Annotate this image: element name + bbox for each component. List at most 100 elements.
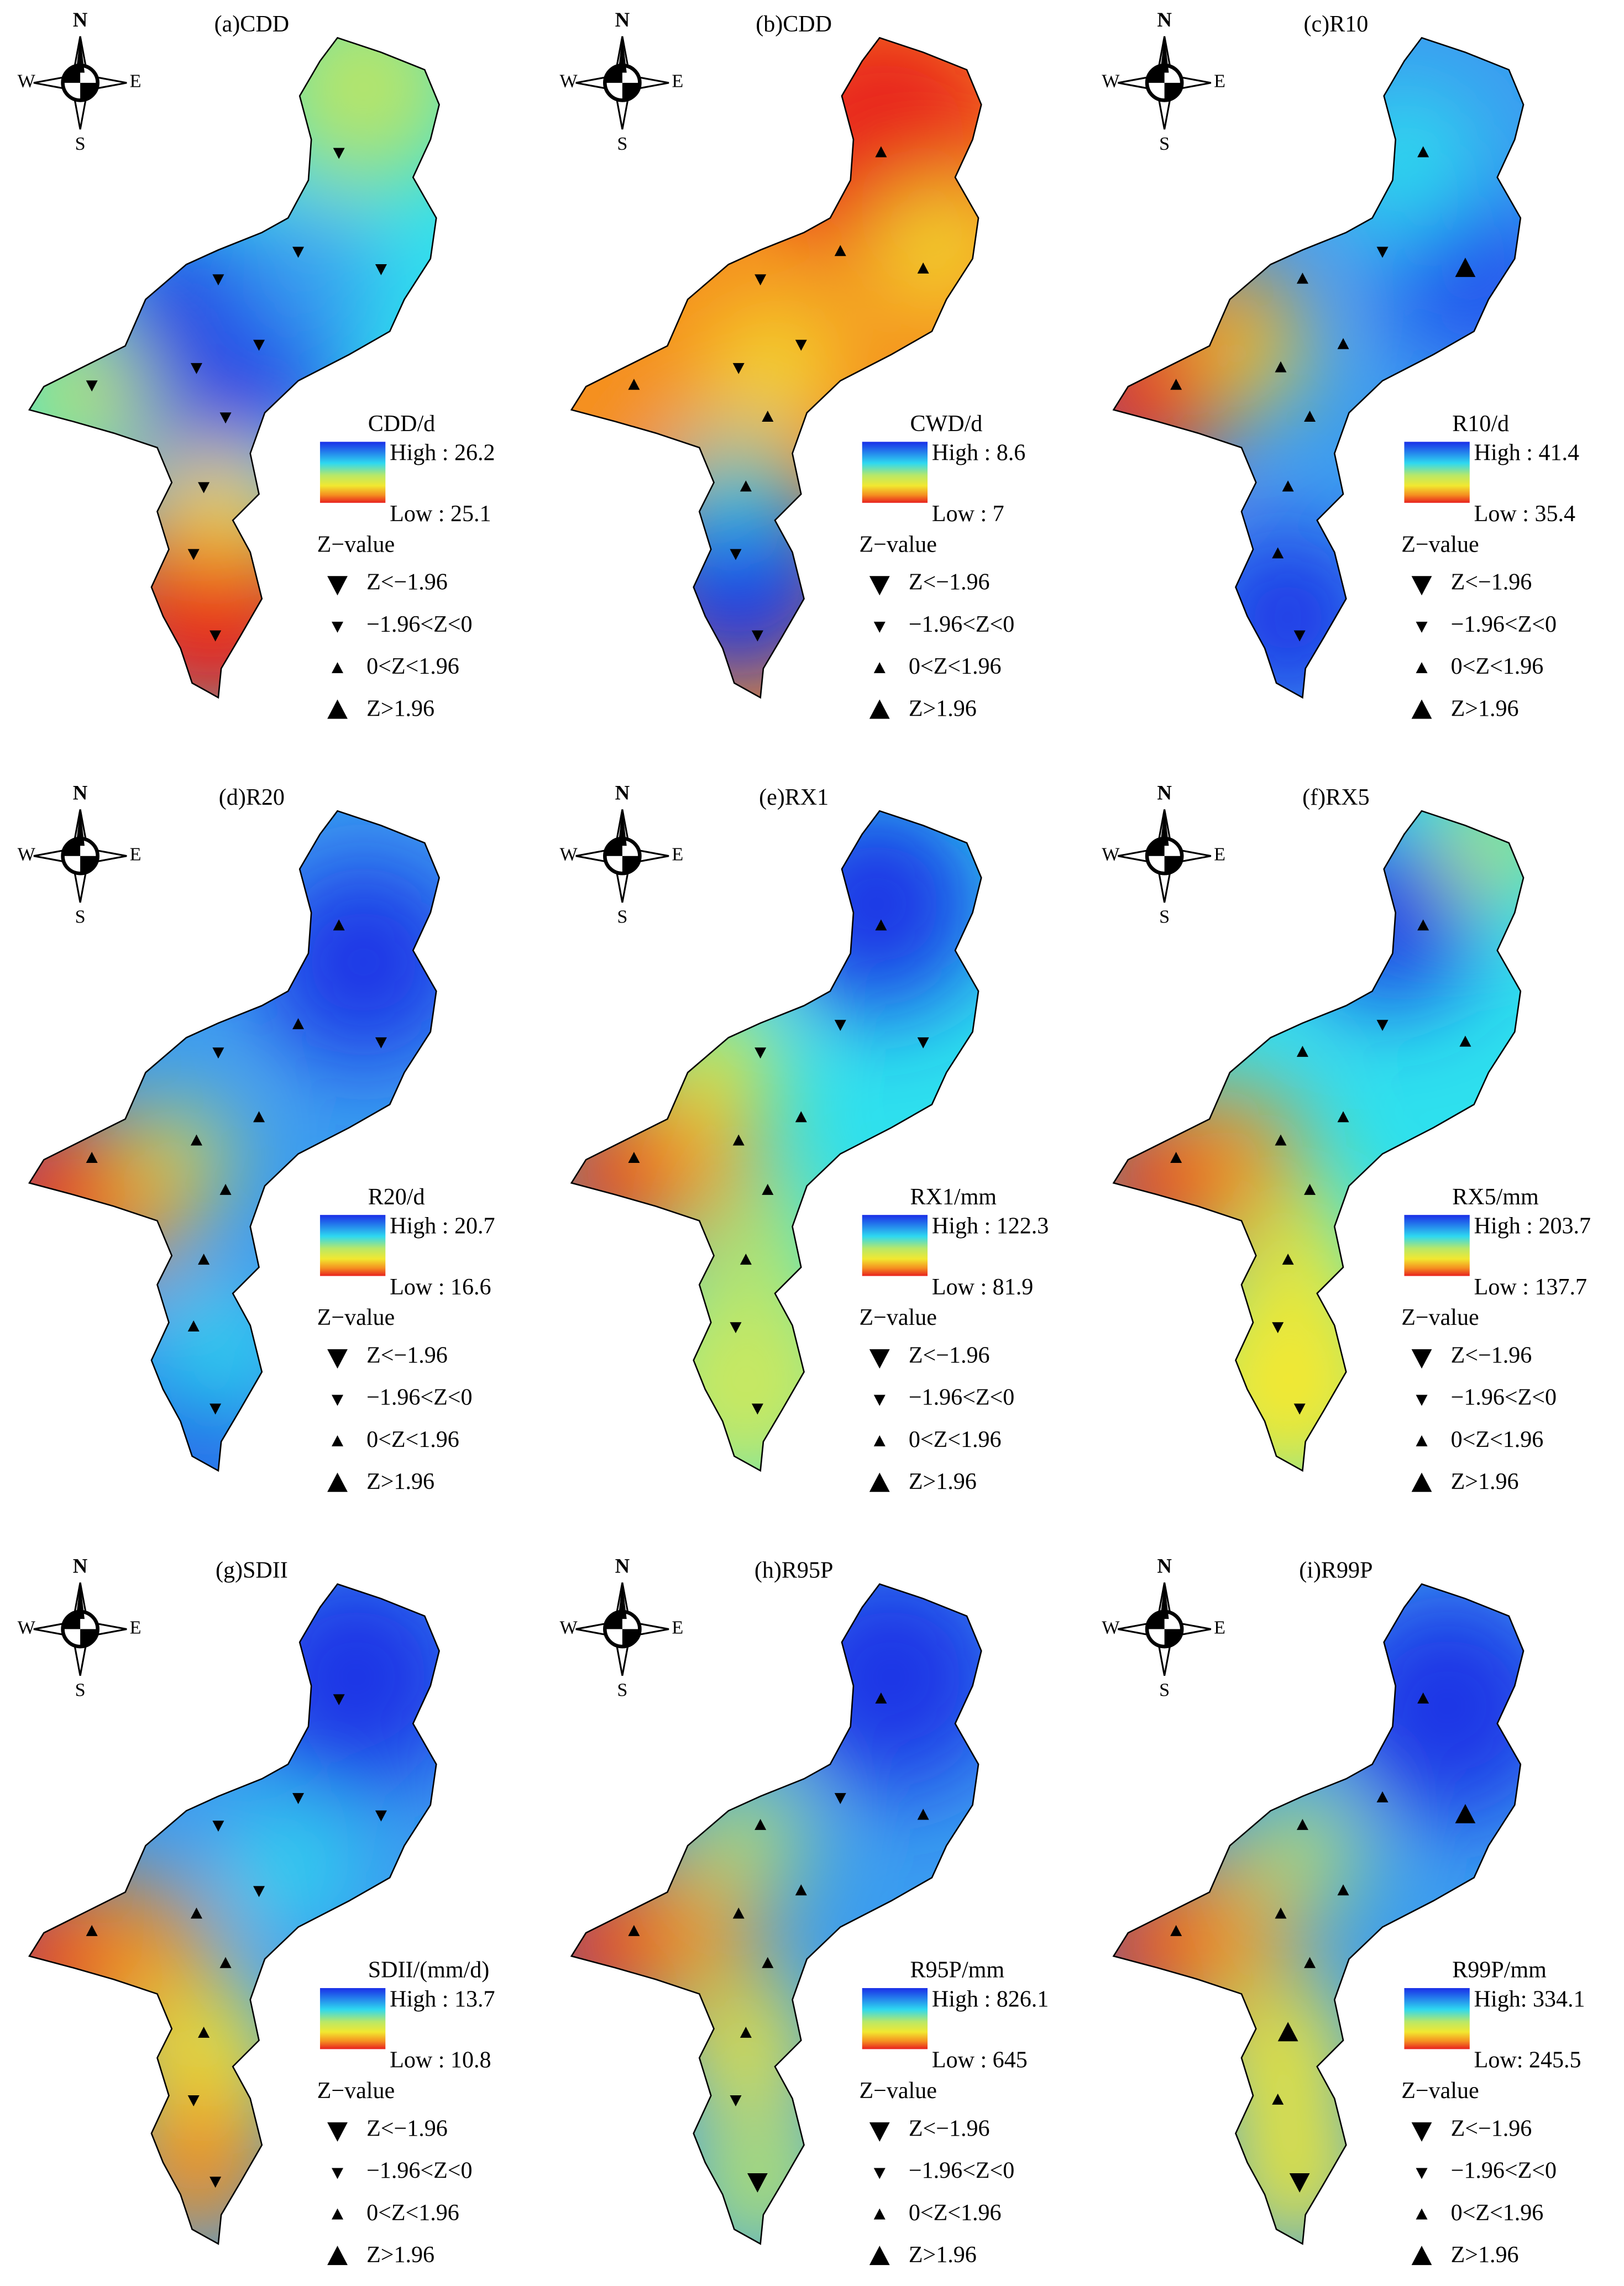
compass-s: S: [75, 907, 86, 927]
compass-e: E: [672, 1617, 683, 1638]
station-symbol: [1275, 1134, 1287, 1146]
station-symbol: [1376, 1020, 1389, 1031]
station-symbol: [212, 274, 224, 286]
station-symbol: [333, 148, 345, 159]
map-blob: [680, 436, 783, 538]
station-symbol: [1296, 1818, 1308, 1830]
legend-low: Low : 81.9: [932, 1275, 1033, 1300]
compass-s: S: [1159, 907, 1170, 927]
legend-title: CDD/d: [368, 411, 435, 437]
map-panel: N S W E (a)CDD CDD/d High : 26.2 Low : 25.1 Z−va…: [18, 8, 495, 722]
map-outline: [28, 810, 440, 1472]
station-symbol: [875, 1692, 887, 1704]
map-blob: [877, 188, 982, 306]
z-legend-item: −1.96<Z<0: [1451, 612, 1557, 637]
z-legend-item: −1.96<Z<0: [366, 2158, 472, 2184]
panel-title: (b)CDD: [756, 12, 832, 37]
station-symbol: [1411, 699, 1432, 719]
z-legend-item: 0<Z<1.96: [366, 654, 459, 679]
compass-needle: [1160, 809, 1169, 846]
z-legend-item: 0<Z<1.96: [909, 1427, 1002, 1453]
compass-n: N: [615, 782, 630, 804]
station-symbol: [1417, 919, 1429, 931]
compass-w: W: [559, 845, 578, 865]
station-symbol: [187, 549, 200, 560]
station-symbol: [375, 264, 387, 276]
compass: N S W E: [559, 1555, 683, 1701]
station-symbol: [253, 1111, 265, 1123]
map-blob: [1201, 530, 1375, 698]
station-symbol: [1337, 1884, 1349, 1896]
compass-n: N: [1157, 8, 1172, 31]
map-blobs: [29, 860, 439, 1471]
station-symbol: [1416, 2168, 1428, 2179]
station-symbol: [198, 482, 210, 494]
station-symbol: [190, 363, 202, 374]
station-symbol: [873, 662, 886, 673]
z-legend-item: Z<−1.96: [909, 2116, 990, 2141]
compass: N S W E: [1102, 1555, 1225, 1701]
station-symbol: [1272, 1322, 1284, 1334]
map-blob: [160, 1296, 277, 1413]
station-symbol: [86, 1152, 98, 1163]
map-outline: [28, 1583, 440, 2245]
map-panel: N S W E (f)RX5 RX5/mm High : 203.7 Low : 137.7 Z…: [1102, 782, 1591, 1495]
station-symbol: [1376, 1791, 1389, 1802]
compass-n: N: [73, 1555, 88, 1577]
compass-e: E: [130, 845, 142, 865]
compass-needle: [76, 36, 85, 73]
legend-title: R99P/mm: [1452, 1958, 1547, 1983]
station-symbol: [1282, 1254, 1294, 1265]
panel-title: (c)R10: [1304, 12, 1369, 37]
z-legend-title: Z−value: [1401, 2078, 1479, 2104]
map-outline: [1112, 36, 1525, 699]
legend-high: High: 334.1: [1474, 1986, 1585, 2012]
z-legend-item: 0<Z<1.96: [909, 2200, 1002, 2226]
panel-title: (a)CDD: [214, 12, 289, 37]
station-symbol: [198, 1254, 210, 1265]
station-symbol: [873, 2168, 886, 2179]
compass-n: N: [73, 782, 88, 804]
station-symbol: [762, 1183, 774, 1195]
compass: N S W E: [18, 8, 142, 154]
station-symbol: [219, 1183, 232, 1195]
station-symbol: [740, 2026, 752, 2038]
z-legend-item: Z<−1.96: [1451, 570, 1532, 595]
station-symbol: [875, 919, 887, 931]
compass-e: E: [1214, 845, 1225, 865]
station-symbol: [755, 1047, 767, 1059]
station-symbol: [1411, 1472, 1432, 1492]
legend-high: High : 203.7: [1474, 1213, 1591, 1239]
station-symbol: [1411, 2246, 1432, 2266]
station-symbol: [755, 274, 767, 286]
compass-needle: [617, 1582, 627, 1619]
map-blob: [1244, 1793, 1361, 1910]
compass-needle: [617, 36, 627, 73]
z-legend-title: Z−value: [317, 2078, 395, 2104]
z-legend-item: Z>1.96: [909, 2242, 977, 2268]
station-symbol: [333, 1694, 345, 1706]
station-symbol: [190, 1907, 202, 1919]
station-symbol: [327, 1349, 348, 1369]
z-legend-item: Z>1.96: [366, 696, 434, 721]
station-symbol: [333, 919, 345, 931]
legend-ramp: [862, 442, 928, 503]
compass-needle: [76, 809, 85, 846]
map-outline: [28, 36, 440, 699]
map-blob: [233, 1807, 349, 1925]
map-blob: [630, 1267, 862, 1471]
z-legend-item: 0<Z<1.96: [366, 2200, 459, 2226]
legend-title: SDII/(mm/d): [368, 1958, 490, 1983]
station-symbol: [834, 1793, 846, 1805]
map-blob: [1229, 327, 1303, 400]
legend-ramp: [319, 1215, 386, 1276]
legend-ramp: [319, 1988, 386, 2049]
z-legend-item: −1.96<Z<0: [909, 2158, 1014, 2184]
compass: N S W E: [559, 782, 683, 927]
station-symbol: [730, 2095, 742, 2107]
compass: N S W E: [559, 8, 683, 154]
compass-fill: [605, 65, 640, 101]
compass-n: N: [1157, 782, 1172, 804]
z-legend-item: Z<−1.96: [909, 570, 990, 595]
station-symbol: [292, 1018, 305, 1030]
